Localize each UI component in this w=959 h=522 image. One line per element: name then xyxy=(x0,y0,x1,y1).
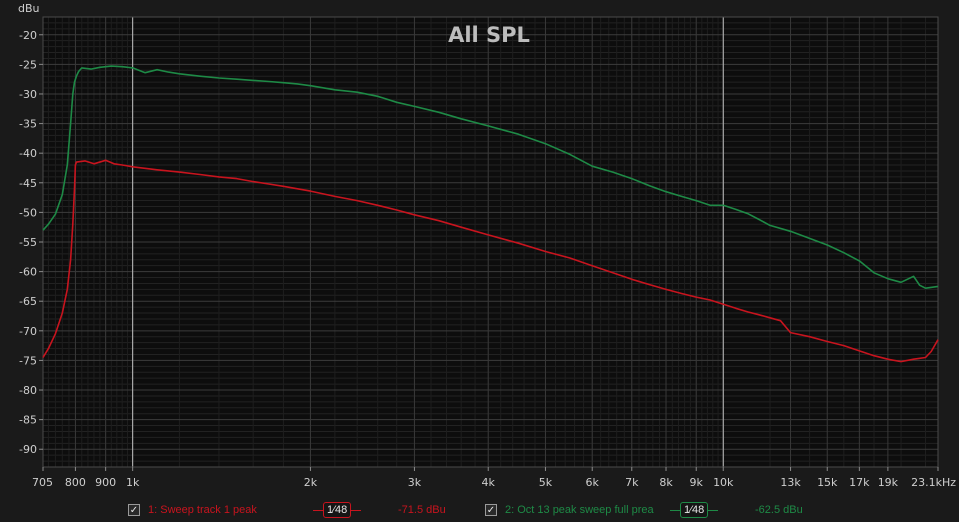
x-tick-label: 19k xyxy=(878,476,899,489)
x-tick-label: 13k xyxy=(780,476,801,489)
y-tick-label: -60 xyxy=(19,266,37,279)
x-tick-label: 9k xyxy=(690,476,704,489)
y-tick-label: -65 xyxy=(19,295,37,308)
series-1-smoothing-label: 1⁄48 xyxy=(323,502,352,518)
x-tick-label: 10k xyxy=(713,476,734,489)
y-tick-label: -50 xyxy=(19,206,37,219)
series-1-readout: -71.5 dBu xyxy=(398,504,446,516)
legend-item-sweep-track: ✓ 1: Sweep track 1 peak xyxy=(128,500,257,520)
series-1-smoothing-button[interactable]: 1⁄48 xyxy=(313,502,362,518)
x-tick-label: 23.1kHz xyxy=(911,476,956,489)
series-2-smoothing-line-right xyxy=(708,509,719,511)
x-tick-label: 1k xyxy=(126,476,140,489)
series-line-1 xyxy=(42,159,939,363)
y-tick-label: -55 xyxy=(19,236,37,249)
y-tick-label: -45 xyxy=(19,177,37,190)
x-tick-label: 2k xyxy=(304,476,318,489)
x-tick-label: 705 xyxy=(32,476,53,489)
series-line-2 xyxy=(42,65,939,289)
series-2-smoothing-button[interactable]: 1⁄48 xyxy=(670,502,719,518)
y-tick-label: -40 xyxy=(19,147,37,160)
legend-item-sweep-track-readout: -71.5 dBu xyxy=(398,500,446,520)
series-1-checkbox[interactable]: ✓ xyxy=(128,504,140,516)
x-tick-label: 15k xyxy=(817,476,838,489)
series-2-checkbox[interactable]: ✓ xyxy=(485,504,497,516)
legend: ✓ 1: Sweep track 1 peak 1⁄48 -71.5 dBu ✓… xyxy=(0,500,959,520)
y-tick-label: -90 xyxy=(19,443,37,456)
x-tick-label: 6k xyxy=(586,476,600,489)
legend-item-sweep-track-smoothing: 1⁄48 xyxy=(313,500,362,520)
series-2-smoothing-line xyxy=(670,509,680,511)
x-axis-ticks: 705 800 900 1k 2k 3k 4k 5k 6k 7k 8k 9k 10k 13k 15k 17k 1… xyxy=(32,467,956,489)
series-1-smoothing-line-right xyxy=(351,509,362,511)
x-tick-label: 3k xyxy=(408,476,422,489)
x-tick-label: 8k xyxy=(659,476,673,489)
y-tick-label: -20 xyxy=(19,29,37,42)
legend-item-oct-13-smoothing: 1⁄48 xyxy=(670,500,719,520)
series-2-smoothing-label: 1⁄48 xyxy=(680,502,709,518)
series-2-label: 2: Oct 13 peak sweep full prea xyxy=(505,504,654,516)
legend-item-oct-13-readout: -62.5 dBu xyxy=(755,500,803,520)
series-group xyxy=(42,65,939,363)
series-1-smoothing-line xyxy=(313,509,323,511)
legend-item-oct-13: ✓ 2: Oct 13 peak sweep full prea xyxy=(485,500,654,520)
series-1-label: 1: Sweep track 1 peak xyxy=(148,504,257,516)
y-tick-label: -70 xyxy=(19,325,37,338)
x-tick-label: 17k xyxy=(849,476,870,489)
x-tick-label: 4k xyxy=(482,476,496,489)
y-tick-label: -30 xyxy=(19,88,37,101)
y-tick-label: -35 xyxy=(19,118,37,131)
y-tick-label: -25 xyxy=(19,58,37,71)
y-axis-ticks: -20 -25 -30 -35 -40 -45 -50 -55 -60 -65 -70 -75 -80 -… xyxy=(19,29,43,456)
chart-title: All SPL xyxy=(448,23,530,47)
x-tick-label: 5k xyxy=(539,476,553,489)
series-2-readout: -62.5 dBu xyxy=(755,504,803,516)
y-axis-label: dBu xyxy=(18,2,40,15)
y-tick-label: -80 xyxy=(19,384,37,397)
y-tick-label: -75 xyxy=(19,354,37,367)
spl-chart: -20 -25 -30 -35 -40 -45 -50 -55 -60 -65 -70 -75 -80 -… xyxy=(18,2,956,489)
y-tick-label: -85 xyxy=(19,414,37,427)
x-tick-label: 800 xyxy=(65,476,86,489)
x-tick-label: 900 xyxy=(95,476,116,489)
x-tick-label: 7k xyxy=(625,476,639,489)
